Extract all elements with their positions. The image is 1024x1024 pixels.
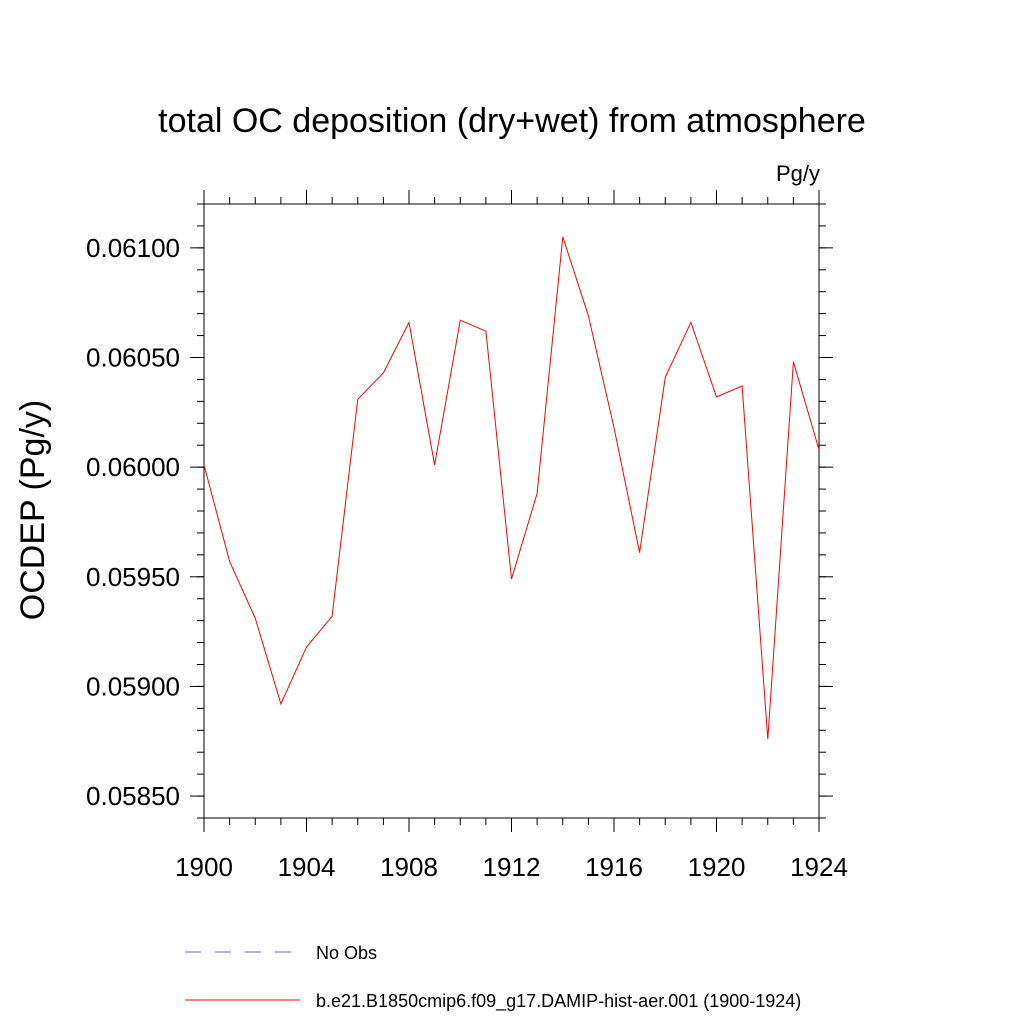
legend-label: b.e21.B1850cmip6.f09_g17.DAMIP-hist-aer.… [316,991,801,1012]
y-tick-label: 0.06050 [86,343,180,373]
x-tick-label: 1908 [380,852,438,882]
legend-label: No Obs [316,943,377,963]
legend: No Obs b.e21.B1850cmip6.f09_g17.DAMIP-his… [185,943,801,1012]
y-tick-labels: 0.05850 0.05900 0.05950 0.06000 0.06050 0.061… [86,233,180,811]
y-tick-label: 0.05850 [86,781,180,811]
y-tick-label: 0.06100 [86,233,180,263]
y-tick-label: 0.05900 [86,671,180,701]
x-tick-label: 1912 [483,852,541,882]
x-tick-label: 1900 [175,852,233,882]
y-tick-label: 0.06000 [86,452,180,482]
chart-title: total OC deposition (dry+wet) from atmos… [158,102,866,140]
units-label: Pg/y [776,161,820,186]
series-layer [203,236,820,740]
x-tick-labels: 1900 1904 1908 1912 1916 1920 1924 [175,852,848,882]
x-tick-label: 1924 [790,852,848,882]
series-line [203,236,820,740]
axis-ticks [190,190,833,832]
x-tick-label: 1920 [688,852,746,882]
plot-frame [203,203,820,819]
y-tick-label: 0.05950 [86,562,180,592]
x-tick-label: 1904 [278,852,336,882]
x-tick-label: 1916 [585,852,643,882]
y-axis-label: OCDEP (Pg/y) [14,400,52,620]
